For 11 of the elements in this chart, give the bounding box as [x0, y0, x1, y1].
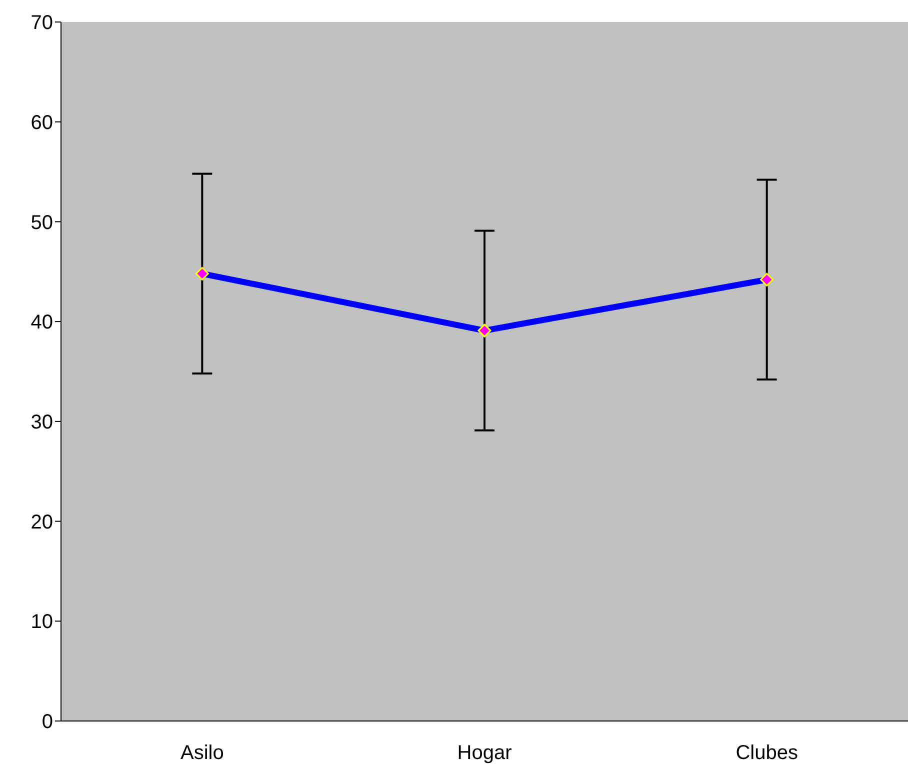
- y-tick-label: 50: [30, 212, 53, 234]
- y-tick-label: 40: [30, 312, 53, 334]
- y-tick-label: 70: [30, 12, 53, 34]
- y-tick-label: 0: [42, 711, 53, 734]
- y-tick-label: 60: [30, 112, 53, 134]
- x-tick-label: Hogar: [457, 742, 512, 764]
- y-tick-label: 30: [30, 412, 53, 434]
- y-tick-label: 20: [30, 511, 53, 534]
- x-tick-label: Clubes: [736, 742, 798, 764]
- y-tick-label: 10: [30, 611, 53, 634]
- x-tick-label: Asilo: [180, 742, 224, 764]
